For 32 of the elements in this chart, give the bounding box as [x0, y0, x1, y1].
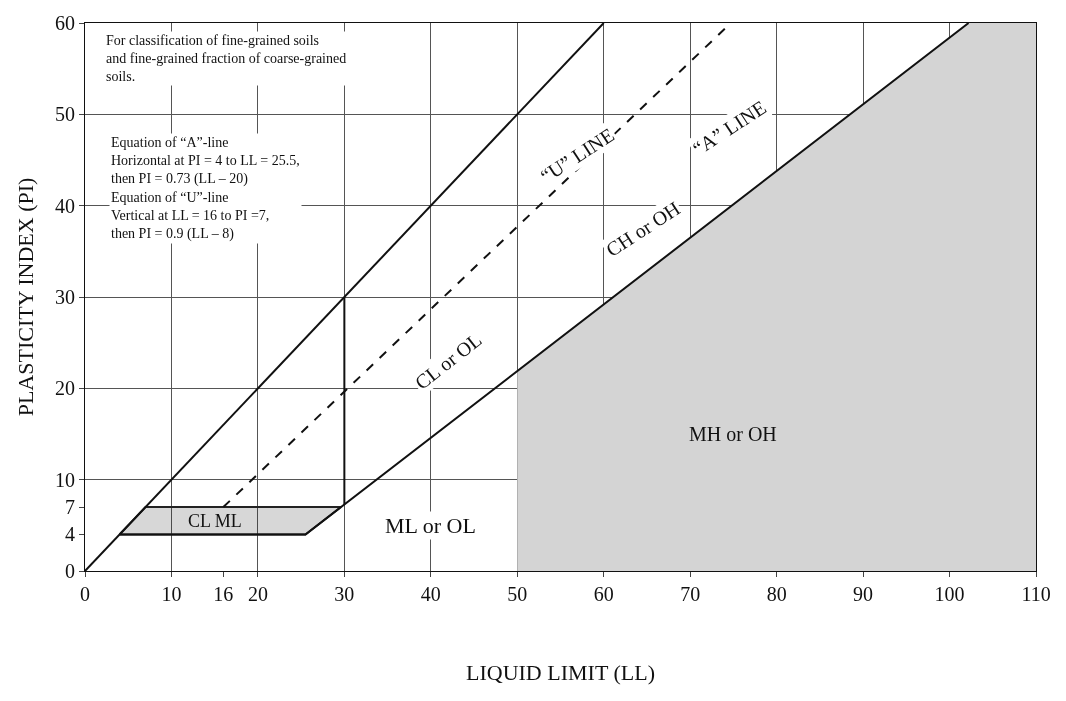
y-tick-label: 4 [65, 523, 75, 546]
y-tick-label: 60 [55, 12, 75, 34]
x-axis-title: LIQUID LIMIT (LL) [466, 659, 655, 685]
x-tick-label: 0 [80, 583, 90, 605]
annotation: ML or OL [385, 513, 476, 538]
annotation: For classification of fine-grained soils and fine-grained fraction of coarse-grained soils. [106, 33, 347, 85]
annotation: “U” LINE [536, 123, 618, 188]
y-tick-label: 10 [55, 468, 75, 491]
x-tick-label: 60 [593, 583, 614, 605]
annotation: MH or OH [689, 423, 777, 445]
x-tick-label: 100 [934, 583, 965, 605]
annotation: CH or OH [602, 196, 684, 261]
y-tick-label: 0 [65, 560, 75, 582]
x-tick-label: 90 [853, 583, 874, 605]
annotation: CL or OL [410, 328, 486, 394]
y-tick-label: 7 [65, 496, 75, 519]
x-tick-label: 30 [334, 583, 355, 605]
annotation: CL ML [188, 511, 242, 531]
y-tick-label: 20 [55, 377, 75, 400]
x-tick-label: 10 [161, 583, 182, 605]
x-tick-label: 50 [507, 583, 528, 605]
x-tick-label: 70 [680, 583, 701, 605]
y-tick-label: 40 [55, 194, 75, 217]
x-tick-label: 110 [1021, 583, 1051, 605]
x-tick-label: 80 [766, 583, 787, 605]
x-tick-label: 20 [247, 583, 268, 605]
x-tick-label: 16 [213, 583, 234, 605]
y-axis-title: PLASTICITY INDEX (PI) [12, 177, 38, 417]
y-tick-label: 30 [55, 286, 75, 308]
annotation: Equation of “A”-line Horizontal at PI = 4 to LL = 25.5, then PI = 0.73 (LL – 20) Equation of “U”-line Vertical at LL = 16 to PI =7, then PI = 0.9 (LL – 8) [111, 135, 300, 242]
y-tick-label: 50 [55, 103, 75, 126]
x-tick-label: 40 [420, 583, 441, 605]
